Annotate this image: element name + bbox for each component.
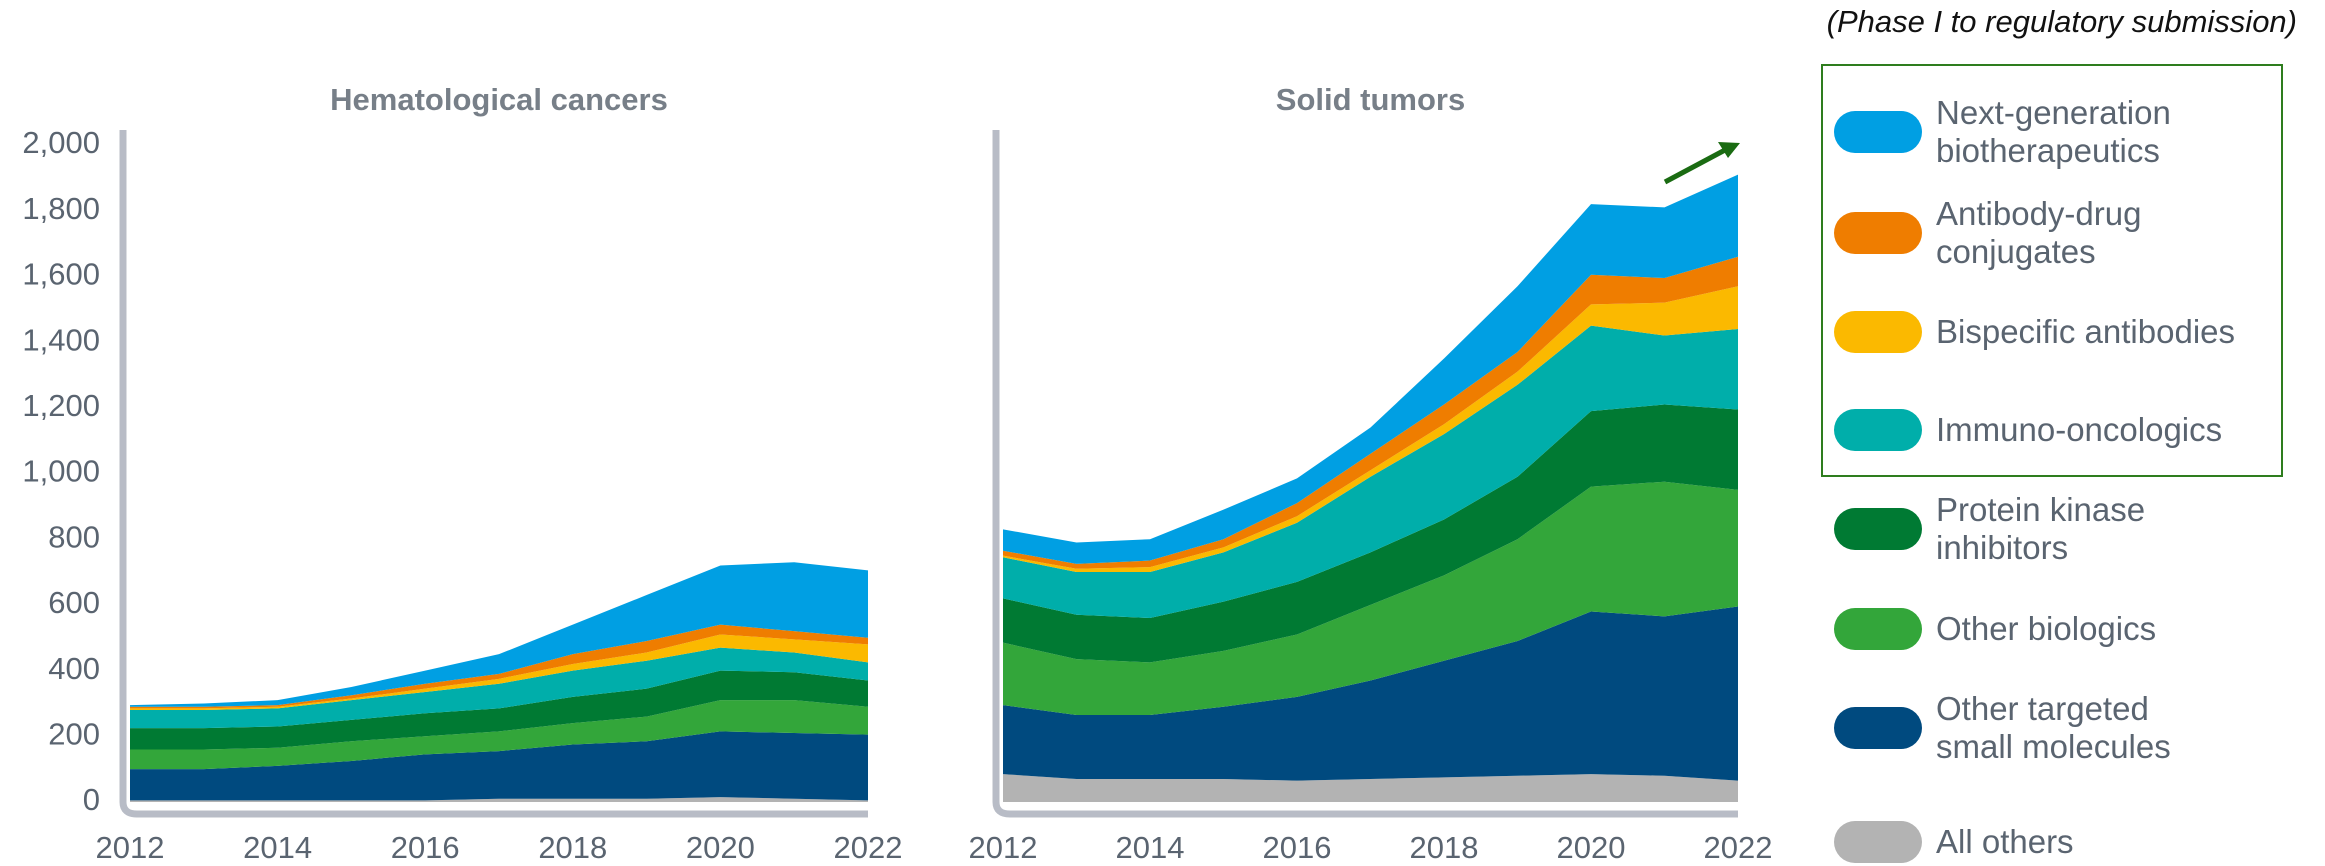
legend-item: Other biologics: [1834, 591, 2156, 667]
area: [130, 562, 868, 707]
highlight-box: [1821, 64, 2283, 477]
x-tick-label: 2016: [1263, 830, 1332, 865]
legend-swatch: [1834, 608, 1922, 650]
x-tick-label: 2016: [391, 830, 460, 865]
area: [130, 624, 868, 709]
legend-swatch: [1834, 821, 1922, 863]
x-tick-label: 2018: [538, 830, 607, 865]
x-tick-label: 2012: [96, 830, 165, 865]
y-tick-label: 1,200: [22, 388, 100, 423]
chart-title: Hematological cancers: [330, 82, 668, 117]
area: [130, 634, 868, 711]
x-tick-label: 2020: [1557, 830, 1626, 865]
x-tick-label: 2014: [1116, 830, 1185, 865]
area: [130, 797, 868, 802]
legend-item: Other targeted small molecules: [1834, 690, 2171, 766]
legend-swatch: [1834, 707, 1922, 749]
area: [1003, 606, 1738, 781]
area: [1003, 774, 1738, 802]
area: [130, 731, 868, 801]
area: [1003, 325, 1738, 619]
legend-item: Immuno-oncologics: [1834, 392, 2222, 468]
x-tick-label: 2022: [1704, 830, 1773, 865]
legend-label: Next-generation biotherapeutics: [1936, 94, 2171, 169]
trend-arrow-head: [1718, 142, 1740, 158]
chart-title: Solid tumors: [1276, 82, 1465, 117]
area: [1003, 286, 1738, 573]
legend-item: Protein kinase inhibitors: [1834, 491, 2145, 567]
legend-swatch: [1834, 311, 1922, 353]
y-tick-label: 600: [48, 585, 100, 620]
area: [1003, 404, 1738, 663]
y-tick-label: 1,800: [22, 191, 100, 226]
y-tick-label: 1,000: [22, 454, 100, 489]
legend-title: (Phase I to regulatory submission): [1826, 4, 2297, 39]
legend-swatch: [1834, 212, 1922, 254]
area: [130, 647, 868, 729]
y-tick-label: 1,400: [22, 322, 100, 357]
legend-label: Other biologics: [1936, 610, 2157, 647]
y-tick-label: 800: [48, 519, 100, 554]
area: [1003, 481, 1738, 715]
legend-item: All others: [1834, 804, 2074, 866]
area: [1003, 174, 1738, 564]
x-tick-label: 2022: [834, 830, 903, 865]
legend-label: Bispecific antibodies: [1936, 313, 2235, 350]
x-tick-label: 2020: [686, 830, 755, 865]
legend-label: Protein kinase inhibitors: [1936, 491, 2146, 566]
y-tick-label: 2,000: [22, 125, 100, 160]
y-tick-label: 0: [83, 782, 100, 817]
y-tick-label: 1,600: [22, 257, 100, 292]
legend-item: Bispecific antibodies: [1834, 294, 2235, 370]
area: [130, 670, 868, 750]
area: [1003, 256, 1738, 569]
legend-label: Other targeted small molecules: [1936, 690, 2171, 765]
legend-item: Next-generation biotherapeutics: [1834, 94, 2171, 170]
trend-arrow: [1663, 147, 1727, 185]
legend-label: Antibody-drug conjugates: [1936, 195, 2142, 270]
y-axis: [992, 130, 1738, 818]
y-tick-label: 400: [48, 651, 100, 686]
legend-item: Antibody-drug conjugates: [1834, 195, 2141, 271]
area: [130, 700, 868, 770]
legend-swatch: [1834, 111, 1922, 153]
y-axis: [119, 130, 868, 818]
legend-swatch: [1834, 409, 1922, 451]
y-tick-label: 200: [48, 716, 100, 751]
legend-label: Immuno-oncologics: [1936, 411, 2223, 448]
x-tick-label: 2018: [1410, 830, 1479, 865]
legend-swatch: [1834, 508, 1922, 550]
x-tick-label: 2012: [969, 830, 1038, 865]
legend-label: All others: [1936, 823, 2074, 860]
x-tick-label: 2014: [243, 830, 312, 865]
